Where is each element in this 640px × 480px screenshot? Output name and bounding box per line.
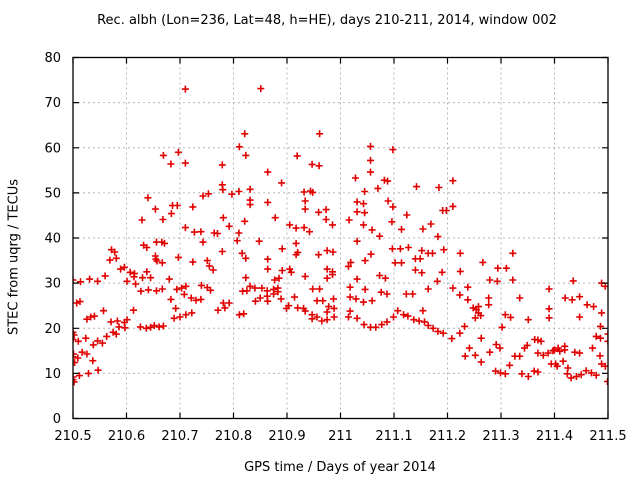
- x-tick-label: 210.6: [108, 429, 145, 444]
- x-tick-label: 211.4: [536, 429, 573, 444]
- x-tick-label: 211.1: [375, 429, 412, 444]
- x-axis-label: GPS time / Days of year 2014: [244, 460, 436, 475]
- y-axis-label: STEC from uqrg / TECUs: [6, 178, 22, 336]
- y-tick-label: 30: [44, 277, 61, 292]
- x-tick-label: 210.5: [54, 429, 91, 444]
- y-tick-label: 70: [44, 96, 61, 111]
- y-tick-label: 80: [44, 51, 61, 66]
- x-tick-label: 210.7: [161, 429, 198, 444]
- x-tick-label: 210.9: [268, 429, 305, 444]
- y-tick-label: 60: [44, 141, 61, 156]
- y-tick-label: 50: [44, 186, 61, 201]
- x-tick-label: 211.5: [589, 429, 626, 444]
- tick-marks: [72, 56, 609, 420]
- chart-title: Rec. albh (Lon=236, Lat=48, h=HE), days …: [97, 13, 557, 28]
- data-points: [73, 85, 608, 386]
- grid-lines: [73, 57, 608, 419]
- x-tick-label: 210.8: [215, 429, 252, 444]
- x-tick-label: 211.3: [482, 429, 519, 444]
- y-tick-label: 10: [44, 367, 61, 382]
- x-tick-label: 211.2: [429, 429, 466, 444]
- y-tick-label: 40: [44, 232, 61, 247]
- y-tick-label: 0: [53, 412, 61, 427]
- y-tick-label: 20: [44, 322, 61, 337]
- x-tick-label: 211: [328, 429, 353, 444]
